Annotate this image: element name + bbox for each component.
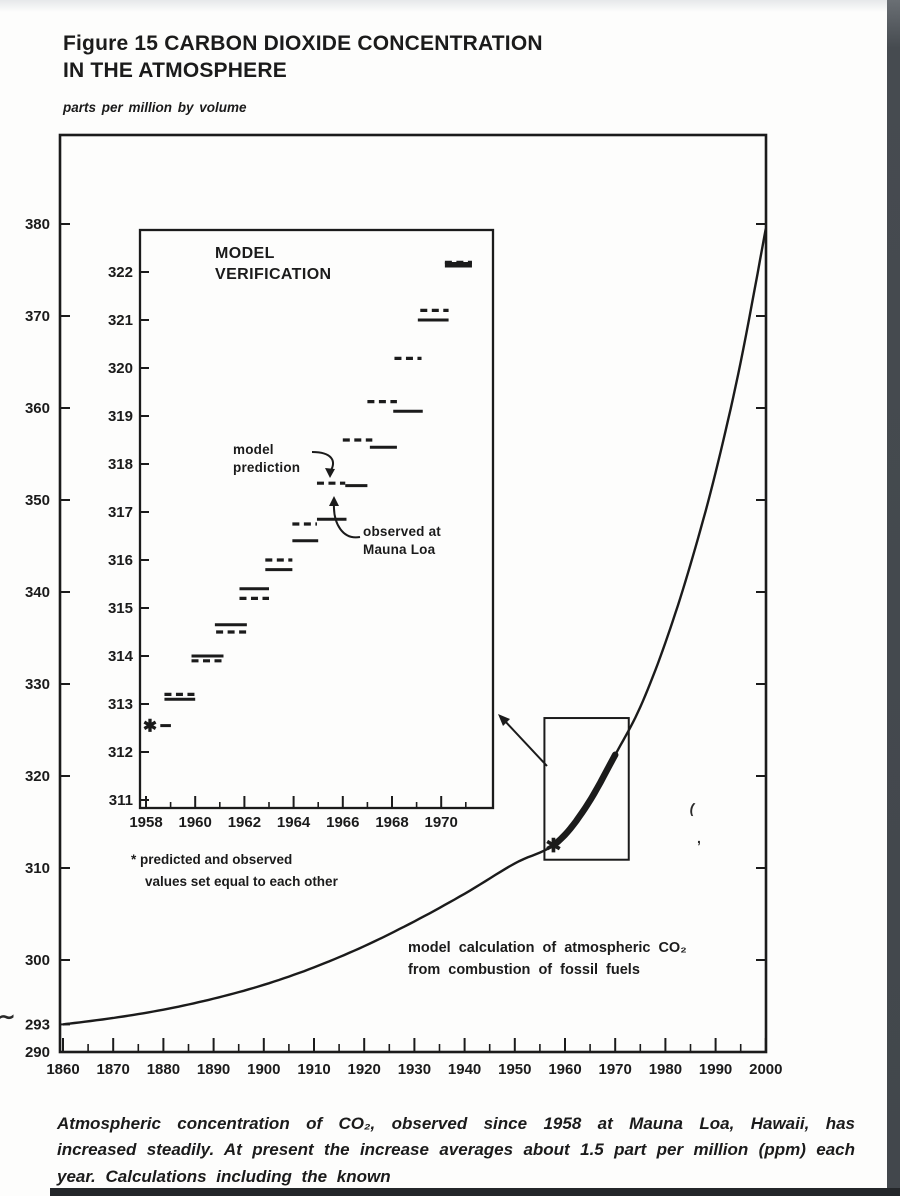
inset-x-tick-label: 1960 xyxy=(179,814,212,831)
observed-arrow xyxy=(332,502,361,539)
inset-y-tick-label: 316 xyxy=(108,552,133,569)
inset-title-line1: MODEL xyxy=(215,245,275,262)
observed-line2: Mauna Loa xyxy=(363,541,436,557)
observed-mauna-loa-annotation: observed at Mauna Loa xyxy=(363,523,441,559)
inset-x-tick-label: 1970 xyxy=(425,814,458,831)
main-x-tick-label: 1990 xyxy=(699,1061,732,1078)
main-x-tick-label: 1950 xyxy=(498,1061,531,1078)
scan-bottom-dark-band xyxy=(50,1188,900,1196)
main-asterisk-marker: ✱ xyxy=(545,836,561,857)
main-y-tick-label: 320 xyxy=(25,768,50,785)
inset-chart-title: MODEL VERIFICATION xyxy=(215,244,332,286)
inset-y-tick-label: 320 xyxy=(108,360,133,377)
model-calculation-curve xyxy=(62,228,767,1026)
zoom-arrow-line xyxy=(503,719,548,767)
scan-right-dark-band xyxy=(887,0,900,1196)
main-x-tick-label: 1900 xyxy=(247,1061,280,1078)
y-axis-units-label: parts per million by volume xyxy=(63,100,247,115)
main-x-tick-label: 2000 xyxy=(749,1061,782,1078)
inset-y-tick-label: 321 xyxy=(108,312,133,329)
main-y-tick-label: 340 xyxy=(25,584,50,601)
main-y-tick-label: 300 xyxy=(25,952,50,969)
main-y-tick-label: 310 xyxy=(25,860,50,877)
footnote-line1: * predicted and observed xyxy=(131,852,293,867)
main-plot-border xyxy=(58,133,768,1054)
mauna-loa-observed-overlay xyxy=(551,751,619,848)
zoom-region-rectangle xyxy=(543,717,630,861)
main-x-tick-label: 1910 xyxy=(297,1061,330,1078)
main-x-tick-label: 1880 xyxy=(147,1061,180,1078)
curve-annotation-line2: from combustion of fossil fuels xyxy=(408,961,640,978)
page-top-scan-strip xyxy=(0,0,900,12)
model-prediction-line2: prediction xyxy=(233,459,301,475)
inset-y-tick-label: 319 xyxy=(108,408,133,425)
main-y-tick-label: 330 xyxy=(25,676,50,693)
main-x-tick-label: 1960 xyxy=(548,1061,581,1078)
model-prediction-arrow-head xyxy=(325,468,335,478)
figure-caption: Atmospheric concentration of CO₂, observ… xyxy=(57,1114,855,1186)
inset-x-tick-label: 1968 xyxy=(375,814,408,831)
main-x-tick-label: 1970 xyxy=(599,1061,632,1078)
inset-x-tick-label: 1966 xyxy=(326,814,359,831)
main-y-tick-label: 293 xyxy=(25,1016,50,1033)
model-prediction-annotation: model prediction xyxy=(233,441,300,477)
main-x-tick-label: 1980 xyxy=(649,1061,682,1078)
inset-asterisk-marker: ✱ xyxy=(143,717,157,736)
main-y-tick-label: 290 xyxy=(25,1044,50,1061)
model-prediction-line1: model xyxy=(233,442,274,457)
main-y-tick-label: 370 xyxy=(25,308,50,325)
inset-y-tick-label: 311 xyxy=(109,792,133,809)
inset-y-tick-label: 314 xyxy=(108,648,134,665)
figure-title: Figure 15 CARBON DIOXIDE CONCENTRATION I… xyxy=(63,30,703,85)
scan-artifact-comma: , xyxy=(697,830,701,846)
inset-y-tick-label: 312 xyxy=(108,744,133,761)
observed-arrow-head xyxy=(329,496,339,506)
main-x-tick-label: 1890 xyxy=(197,1061,230,1078)
inset-x-tick-label: 1958 xyxy=(129,814,162,831)
figure-title-line2: IN THE ATMOSPHERE xyxy=(63,59,287,83)
inset-y-tick-label: 313 xyxy=(108,696,133,713)
main-x-tick-label: 1930 xyxy=(398,1061,431,1078)
main-x-tick-label: 1920 xyxy=(348,1061,381,1078)
inset-x-tick-label: 1962 xyxy=(228,814,261,831)
asterisk-footnote: * predicted and observed values set equa… xyxy=(131,849,338,892)
footnote-line2: values set equal to each other xyxy=(145,873,338,889)
main-x-tick-label: 1860 xyxy=(46,1061,79,1078)
curve-annotation-line1: model calculation of atmospheric CO₂ xyxy=(408,940,687,956)
main-x-tick-label: 1940 xyxy=(448,1061,481,1078)
observed-line1: observed at xyxy=(363,524,441,539)
scan-artifact-squiggle: ∼ xyxy=(0,1004,16,1029)
main-y-tick-label: 360 xyxy=(25,400,50,417)
inset-y-tick-label: 317 xyxy=(108,504,133,521)
inset-x-tick-label: 1964 xyxy=(277,814,311,831)
inset-y-tick-label: 322 xyxy=(108,264,133,281)
main-y-tick-label: 350 xyxy=(25,492,50,509)
curve-annotation: model calculation of atmospheric CO₂ fro… xyxy=(408,938,687,982)
figure-title-line1: Figure 15 CARBON DIOXIDE CONCENTRATION xyxy=(63,32,543,55)
main-x-tick-label: 1870 xyxy=(97,1061,130,1078)
inset-title-line2: VERIFICATION xyxy=(215,265,332,283)
inset-y-tick-label: 318 xyxy=(108,456,133,473)
main-y-tick-label: 380 xyxy=(25,216,50,233)
inset-y-tick-label: 315 xyxy=(108,600,133,617)
zoom-arrow-head xyxy=(498,714,510,726)
inset-plot-border xyxy=(138,228,495,810)
